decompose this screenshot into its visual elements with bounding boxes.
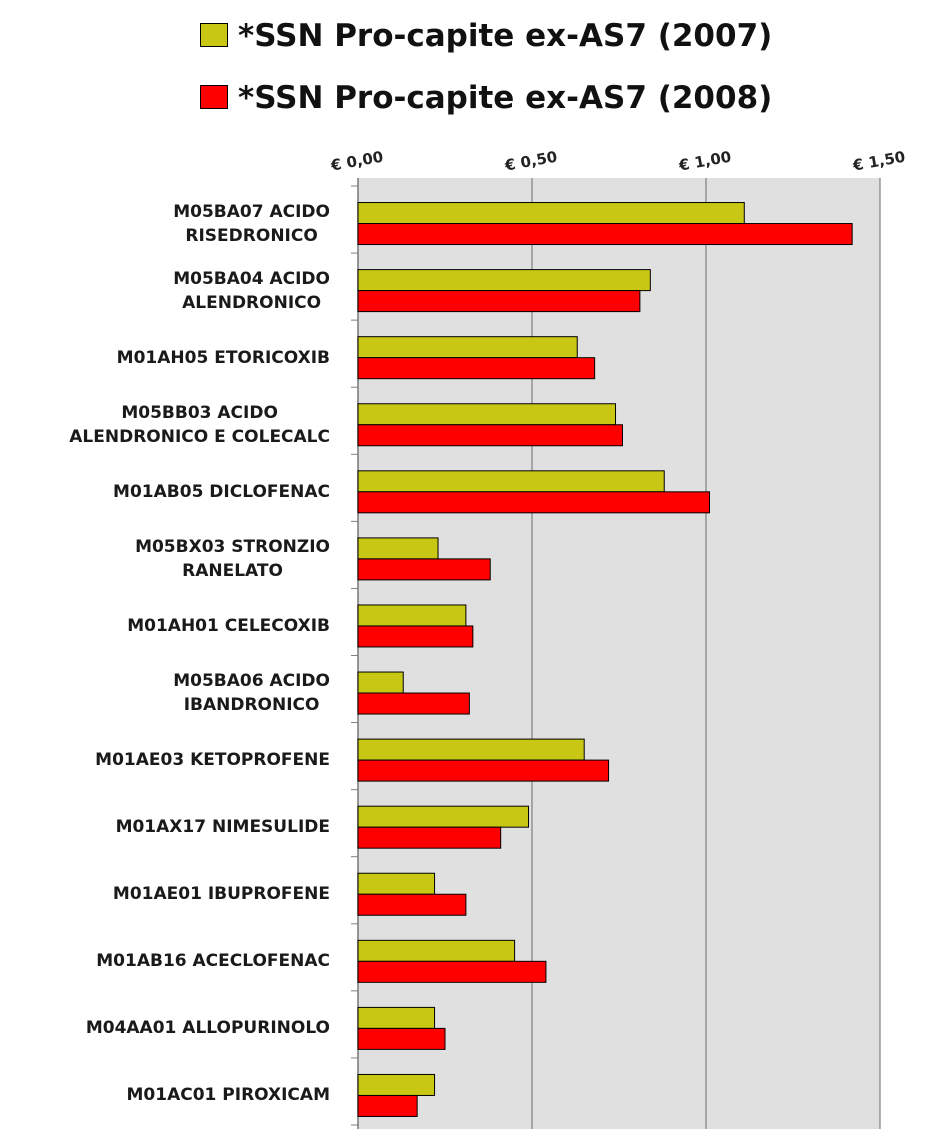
x-tick-label: € 0,00: [329, 148, 385, 175]
x-tick-label: € 1,00: [677, 148, 733, 175]
bar: [357, 424, 623, 447]
bar: [357, 805, 530, 828]
y-tick-label: M05BX03 STRONZIO RANELATO: [135, 536, 330, 581]
legend-swatch: [200, 23, 228, 47]
x-tick-label: € 1,50: [851, 148, 907, 175]
y-tick-label: M01AH05 ETORICOXIB: [116, 347, 330, 368]
bar: [357, 1027, 446, 1050]
bar: [357, 604, 467, 627]
bar: [357, 738, 585, 761]
y-tick-label: M01AX17 NIMESULIDE: [115, 817, 330, 838]
bar: [357, 537, 439, 560]
bar: [357, 939, 516, 962]
bar: [357, 269, 651, 292]
bar: [357, 558, 491, 581]
bar: [357, 1094, 418, 1117]
legend-swatch: [200, 85, 228, 109]
y-tick-label: M05BA07 ACIDO RISEDRONICO: [173, 201, 330, 246]
bar: [357, 336, 578, 359]
x-tick-label: € 0,50: [503, 148, 559, 175]
bar: [357, 470, 665, 493]
legend-item: *SSN Pro-capite ex-AS7 (2007): [200, 18, 772, 54]
bar: [357, 893, 467, 916]
bar: [357, 671, 404, 694]
y-tick-label: M01AB05 DICLOFENAC: [113, 481, 330, 502]
bar: [357, 223, 853, 246]
bar: [357, 692, 470, 715]
bar: [357, 357, 596, 380]
bar: [357, 403, 617, 426]
bar: [357, 826, 502, 849]
bar: [357, 1006, 436, 1029]
y-tick-label: M04AA01 ALLOPURINOLO: [85, 1018, 330, 1039]
y-tick-label: M01AH01 CELECOXIB: [127, 615, 330, 636]
legend-label: *SSN Pro-capite ex-AS7 (2007): [238, 18, 773, 54]
bar: [357, 960, 547, 983]
y-tick-label: M01AE03 KETOPROFENE: [95, 750, 330, 771]
legend-label: *SSN Pro-capite ex-AS7 (2008): [238, 80, 773, 116]
bar: [357, 491, 710, 514]
y-tick-label: M05BA04 ACIDO ALENDRONICO: [173, 268, 330, 313]
y-tick-label: M01AC01 PIROXICAM: [126, 1085, 331, 1106]
y-tick-label: M05BA06 ACIDO IBANDRONICO: [173, 671, 330, 716]
bar: [357, 759, 610, 782]
y-tick-label: M01AE01 IBUPROFENE: [112, 884, 330, 905]
y-tick-label: M01AB16 ACECLOFENAC: [96, 951, 330, 972]
y-tick-label: M05BB03 ACIDO ALENDRONICO E COLECALC: [69, 402, 330, 447]
legend-item: *SSN Pro-capite ex-AS7 (2008): [200, 80, 772, 116]
bar: [357, 202, 745, 225]
bar: [357, 1073, 436, 1096]
bar: [357, 625, 474, 648]
plot-background: [358, 178, 880, 1129]
bar: [357, 290, 641, 313]
bar: [357, 872, 436, 895]
